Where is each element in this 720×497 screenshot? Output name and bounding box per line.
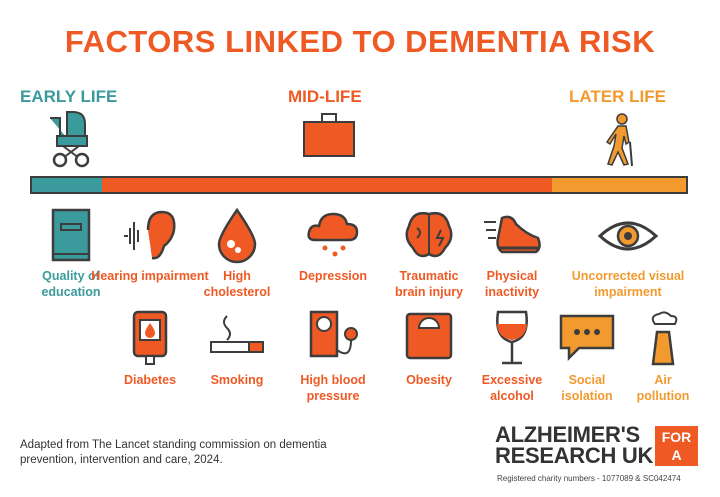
trainer-icon [484, 215, 541, 254]
factor-label: Social isolation [561, 373, 613, 403]
page-title: FACTORS LINKED TO DEMENTIA RISK [64, 24, 656, 59]
ear-icon [124, 210, 176, 260]
book-icon [51, 208, 91, 262]
factor-label: High cholesterol [203, 269, 271, 299]
logo-line: RESEARCH UK [495, 443, 654, 468]
logo-line: ALZHEIMER'S [495, 422, 640, 447]
timeline-mid-segment [102, 178, 552, 192]
factor-label: Obesity [406, 373, 452, 387]
wine-glass-icon [496, 310, 528, 365]
timeline-early-segment [32, 178, 102, 192]
badge-line: FOR A [661, 429, 692, 463]
charity-numbers: Registered charity numbers - 1077089 & S… [497, 474, 681, 483]
factor-label: Depression [298, 269, 368, 283]
speech-bubble-icon [559, 314, 615, 362]
blood-pressure-monitor-icon [309, 310, 358, 358]
stage-mid-life: MID-LIFE [288, 87, 362, 106]
cigarette-icon [210, 315, 264, 353]
factor-label: Excessive alcohol [481, 373, 543, 403]
blood-drop-icon [217, 208, 257, 264]
factor-label: Quality of education [41, 269, 101, 299]
factor-label: Hearing impairment [91, 269, 209, 283]
source-note: Adapted from The Lancet standing commiss… [20, 439, 327, 466]
factor-label: Uncorrected visual impairment [571, 269, 685, 299]
for-a-cure-badge: FOR A CURE [655, 426, 698, 481]
stage-early-life: EARLY LIFE [20, 87, 118, 106]
brain-icon [405, 212, 453, 258]
badge-line: CURE [656, 465, 697, 481]
factor-label: Smoking [210, 373, 264, 387]
weighing-scale-icon [405, 312, 453, 360]
eye-icon [598, 221, 658, 251]
briefcase-icon [303, 113, 355, 157]
factor-label: Traumatic brain injury [394, 269, 464, 299]
glucose-meter-icon [132, 310, 168, 365]
alzheimers-research-uk-logo: ALZHEIMER'S RESEARCH UK [495, 422, 654, 468]
factor-label: Physical inactivity [484, 269, 540, 299]
life-course-timeline-bar [30, 176, 688, 194]
stage-later-life: LATER LIFE [569, 87, 666, 106]
timeline-later-segment [552, 178, 686, 192]
elderly-person-icon [605, 113, 633, 167]
factor-label: Diabetes [123, 373, 177, 387]
factor-label: Air pollution [636, 373, 690, 403]
rain-cloud-icon [307, 212, 359, 257]
factory-chimney-icon [651, 311, 678, 366]
pram-icon [50, 111, 90, 168]
factor-label: High blood pressure [300, 373, 366, 403]
